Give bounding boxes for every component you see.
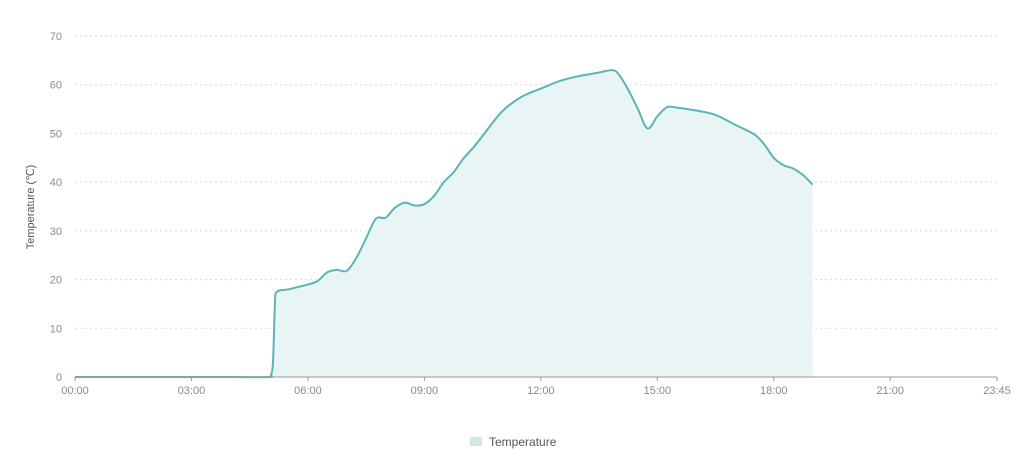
y-tick-label: 70	[50, 31, 62, 43]
x-tick-label: 06:00	[294, 385, 322, 397]
y-tick-label: 10	[50, 323, 62, 335]
series-area	[75, 69, 814, 379]
x-tick-label: 21:00	[876, 385, 904, 397]
gridlines	[75, 35, 1000, 329]
y-tick-label: 50	[50, 128, 62, 140]
y-tick-label: 30	[50, 226, 62, 238]
x-tick-label: 15:00	[644, 385, 672, 397]
x-tick-label: 12:00	[527, 385, 555, 397]
temperature-line	[75, 69, 814, 379]
x-tick-label: 00:00	[61, 385, 89, 397]
y-tick-label: 40	[50, 177, 62, 189]
x-tick-label: 09:00	[411, 385, 439, 397]
legend-swatch[interactable]	[470, 437, 482, 446]
x-tick-label: 23:45	[983, 385, 1011, 397]
legend[interactable]: Temperature	[470, 435, 557, 449]
temperature-area-fill	[75, 70, 813, 378]
legend-label[interactable]: Temperature	[489, 435, 557, 449]
y-axis-title: Temperature (℃)	[25, 165, 37, 250]
y-tick-label: 60	[50, 80, 62, 92]
x-tick-label: 18:00	[760, 385, 788, 397]
x-tick-label: 03:00	[178, 385, 206, 397]
y-tick-label: 20	[50, 275, 62, 287]
y-tick-label: 0	[56, 372, 62, 384]
axes: 0 10 20 30 40 50 60 70 00:00 03:00 06:00 09:00 12:00…	[50, 31, 1011, 397]
